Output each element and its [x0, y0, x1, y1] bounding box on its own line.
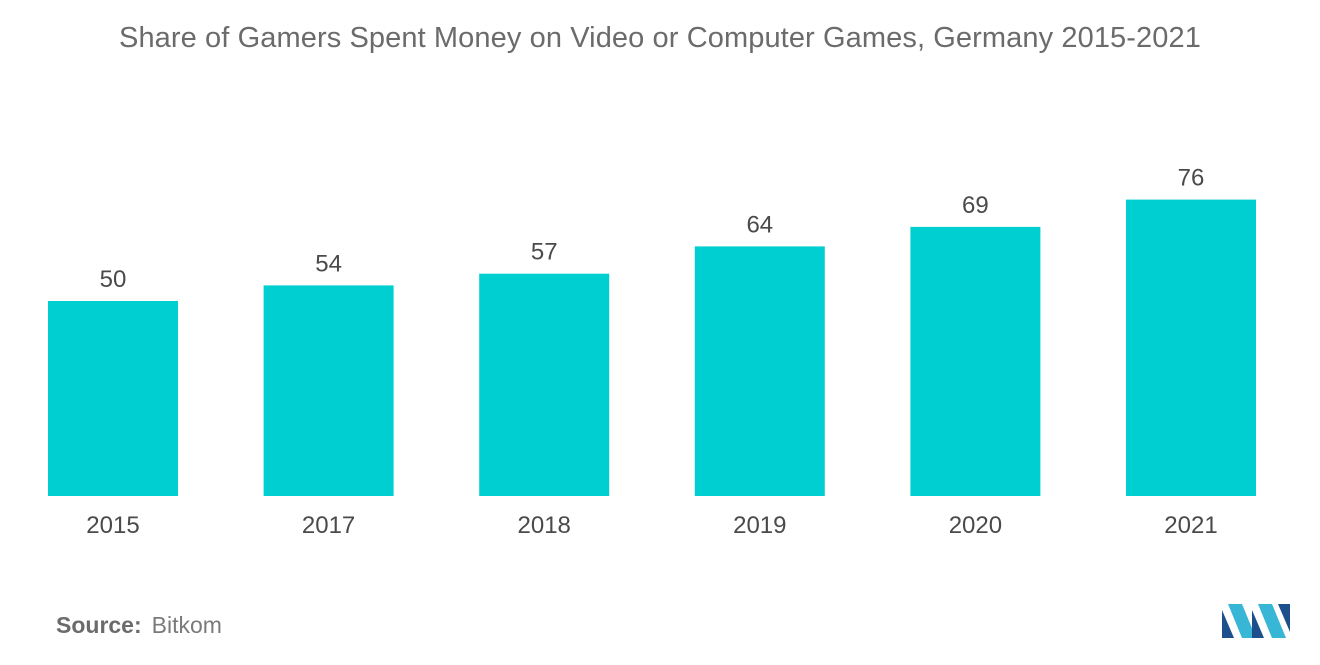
x-tick-2020: 2020 [949, 512, 1002, 539]
x-tick-2018: 2018 [518, 512, 571, 539]
source-value: Bitkom [151, 612, 222, 638]
mordor-logo-icon [1222, 604, 1290, 638]
value-labels-group: 50 54 57 64 69 76 [100, 165, 1205, 293]
value-label-2018: 57 [531, 239, 558, 266]
bar-chart: 50 54 57 64 69 76 2015 2017 2018 2019 2020 2021 [48, 165, 1256, 539]
value-label-2020: 69 [962, 192, 989, 219]
source-note: Source: Bitkom [56, 612, 222, 639]
source-label: Source: [56, 612, 142, 638]
x-tick-2019: 2019 [733, 512, 786, 539]
x-axis-tick-labels: 2015 2017 2018 2019 2020 2021 [86, 512, 1217, 539]
value-label-2017: 54 [315, 250, 342, 277]
bars-group [48, 199, 1256, 496]
bar-2018 [479, 273, 610, 496]
x-tick-2021: 2021 [1164, 512, 1217, 539]
x-tick-2015: 2015 [86, 512, 139, 539]
bar-2015 [48, 301, 178, 496]
bar-2017 [263, 285, 394, 496]
value-label-2015: 50 [100, 266, 127, 293]
bar-2019 [694, 246, 825, 496]
x-tick-2017: 2017 [302, 512, 355, 539]
value-label-2019: 64 [746, 211, 773, 238]
bar-2020 [910, 226, 1041, 496]
bar-2021 [1126, 199, 1256, 496]
value-label-2021: 76 [1178, 165, 1205, 192]
chart-title: Share of Gamers Spent Money on Video or … [119, 22, 1201, 54]
